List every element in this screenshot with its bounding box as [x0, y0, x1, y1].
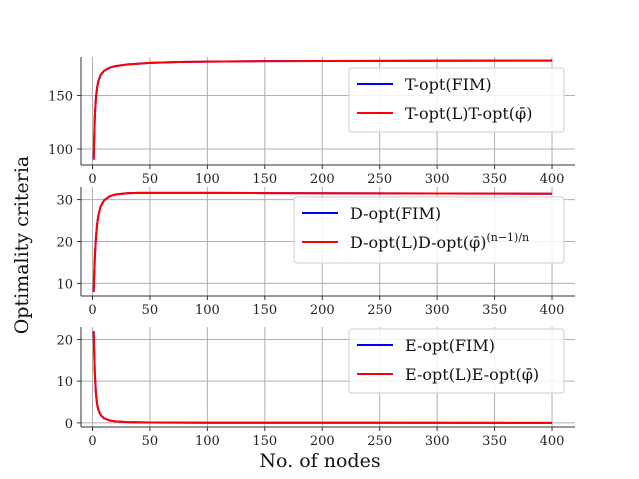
legend-entry-label: T-opt(FIM)	[405, 75, 492, 94]
y-tick-label: 10	[56, 277, 73, 292]
series-line-l	[92, 59, 553, 160]
x-tick-label: 150	[252, 303, 277, 318]
series-line-l	[92, 191, 553, 292]
x-tick-label: 100	[195, 434, 220, 449]
legend-entry-label: D-opt(L)D-opt(φ̄)(n−1)/n	[350, 231, 529, 252]
x-tick-label: 300	[425, 172, 450, 187]
panel-d-opt: 0 50 100 150 200 250 300 350 400 10 20 30 D-opt(FIM)…	[56, 187, 575, 318]
y-tick-label: 20	[56, 334, 73, 349]
x-tick-label: 200	[310, 303, 335, 318]
x-tick-label: 250	[367, 172, 392, 187]
x-tick-label: 50	[142, 434, 159, 449]
x-tick-label: 150	[252, 434, 277, 449]
legend-box	[293, 196, 565, 264]
x-tick-label: 200	[310, 434, 335, 449]
y-tick-label: 10	[56, 375, 73, 390]
x-tick-label: 50	[142, 303, 159, 318]
x-tick-label: 400	[540, 172, 565, 187]
x-tick-label: 0	[88, 172, 96, 187]
x-tick-label: 150	[252, 172, 277, 187]
legend-entry-label: E-opt(FIM)	[405, 336, 495, 355]
y-axis-label: Optimality criteria	[11, 156, 33, 335]
x-tick-label: 0	[88, 434, 96, 449]
legend-entry-label: T-opt(L)T-opt(φ̄)	[405, 104, 532, 123]
x-tick-label: 400	[540, 434, 565, 449]
x-tick-label: 350	[482, 434, 507, 449]
x-tick-label: 400	[540, 303, 565, 318]
series-line-l	[92, 331, 553, 424]
legend-entry-label: E-opt(L)E-opt(φ̄)	[405, 365, 539, 384]
x-tick-label: 100	[195, 172, 220, 187]
x-axis-label: No. of nodes	[259, 450, 380, 472]
x-tick-label: 300	[425, 434, 450, 449]
x-tick-label: 0	[88, 303, 96, 318]
y-tick-label: 0	[65, 417, 73, 432]
legend-box	[348, 67, 565, 133]
legend: E-opt(FIM) E-opt(L)E-opt(φ̄)	[348, 328, 565, 394]
x-tick-label: 250	[367, 303, 392, 318]
legend-box	[348, 328, 565, 394]
x-tick-label: 350	[482, 303, 507, 318]
x-tick-label: 250	[367, 434, 392, 449]
y-tick-label: 20	[56, 236, 73, 251]
x-tick-label: 200	[310, 172, 335, 187]
x-tick-label: 350	[482, 172, 507, 187]
y-tick-label: 100	[48, 143, 73, 158]
panel-t-opt: 0 50 100 150 200 250 300 350 400 100 150 T-opt(FIM)…	[48, 57, 575, 187]
x-tick-label: 300	[425, 303, 450, 318]
y-tick-label: 30	[56, 194, 73, 209]
legend: D-opt(FIM) D-opt(L)D-opt(φ̄)(n−1)/n	[293, 196, 565, 264]
legend-entry-label: D-opt(FIM)	[350, 204, 441, 223]
x-tick-label: 100	[195, 303, 220, 318]
legend: T-opt(FIM) T-opt(L)T-opt(φ̄)	[348, 67, 565, 133]
x-tick-label: 50	[142, 172, 159, 187]
y-tick-label: 150	[48, 89, 73, 104]
